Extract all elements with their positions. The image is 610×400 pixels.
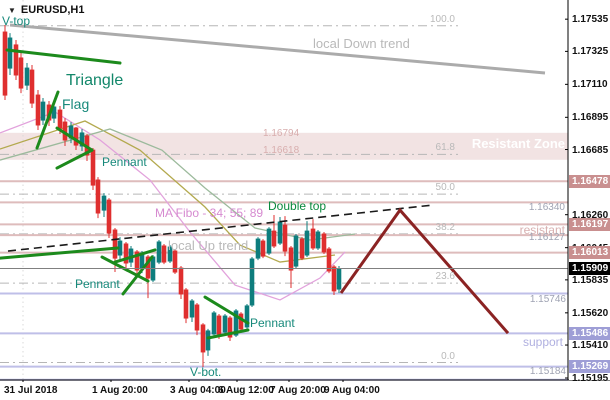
- time-label: 31 Jul 2018: [4, 385, 58, 396]
- candle-body: [24, 67, 30, 86]
- candle-body: [29, 69, 35, 104]
- pattern-line[interactable]: [206, 328, 250, 340]
- candle-body: [282, 224, 288, 252]
- price-label-1.15195: 1.15195: [572, 373, 609, 384]
- candle-body: [315, 231, 321, 249]
- candle-body: [57, 109, 63, 129]
- candle-body: [216, 315, 222, 335]
- candle-body: [2, 31, 8, 96]
- candle-body: [227, 317, 233, 338]
- local-up-trendline[interactable]: [7, 204, 434, 252]
- candle-body: [336, 268, 342, 290]
- pattern-line[interactable]: [5, 48, 122, 65]
- candle-body: [161, 245, 167, 263]
- candle-body: [266, 228, 272, 254]
- price-label-1.16685: 1.16685: [572, 144, 609, 156]
- candle-body: [326, 248, 332, 272]
- ma-line-ma-55: [0, 120, 336, 263]
- price-label-1.16260: 1.16260: [572, 209, 609, 221]
- candle-body: [134, 251, 140, 271]
- candle-body: [189, 300, 195, 318]
- candle-body: [7, 37, 13, 69]
- price-label-1.15269: 1.15269: [569, 360, 610, 374]
- candle-body: [310, 228, 316, 249]
- candle-body: [321, 233, 327, 253]
- local-down-trendline[interactable]: [9, 23, 546, 75]
- pattern-line[interactable]: [0, 246, 120, 260]
- pattern-line[interactable]: [35, 90, 60, 150]
- time-label: 1 Aug 20:00: [92, 385, 148, 396]
- price-label-1.15410: 1.15410: [572, 340, 609, 352]
- pattern-line[interactable]: [100, 255, 150, 283]
- candle-body: [112, 229, 118, 259]
- candle-body: [233, 310, 239, 336]
- pattern-line[interactable]: [113, 248, 157, 264]
- candle-body: [200, 324, 206, 353]
- time-label: 9 Aug 04:00: [324, 385, 380, 396]
- chart-title: ▼ EURUSD,H1: [8, 4, 85, 16]
- price-label-1.15620: 1.15620: [572, 307, 609, 319]
- candle-body: [145, 256, 151, 279]
- candle-body: [222, 315, 228, 333]
- candle-body: [73, 127, 79, 146]
- time-label: 6 Aug 12:00: [218, 385, 274, 396]
- candle-body: [194, 304, 200, 331]
- ma-line-ma-89: [0, 128, 356, 241]
- candle-body: [106, 199, 112, 234]
- symbol-timeframe-label: EURUSD,H1: [20, 4, 85, 16]
- candle-body: [35, 94, 41, 126]
- candle-body: [277, 221, 283, 244]
- pattern-line[interactable]: [203, 295, 250, 325]
- candle-body: [211, 312, 217, 335]
- candle-body: [123, 243, 129, 264]
- candle-body: [18, 57, 24, 89]
- candle-body: [205, 330, 211, 351]
- time-label: 3 Aug 04:00: [170, 385, 226, 396]
- candle-body: [156, 241, 162, 263]
- candle-body: [271, 230, 277, 247]
- candle-body: [260, 240, 266, 257]
- candle-body: [79, 132, 85, 147]
- candle-body: [51, 106, 57, 119]
- candle-body: [288, 247, 294, 271]
- price-label-1.15486: 1.15486: [569, 326, 610, 340]
- price-label-1.16013: 1.16013: [569, 246, 610, 260]
- pattern-line[interactable]: [121, 255, 154, 296]
- pattern-line[interactable]: [55, 126, 94, 152]
- candle-body: [178, 267, 184, 295]
- candle-body: [95, 179, 101, 214]
- candle-body: [244, 305, 250, 328]
- candle-body: [172, 250, 178, 273]
- candle-body: [40, 101, 46, 121]
- candle-body: [101, 195, 107, 211]
- price-label-1.17535: 1.17535: [572, 14, 609, 26]
- candle-body: [255, 238, 261, 259]
- candle-body: [90, 149, 96, 186]
- candle-body: [13, 44, 19, 76]
- price-label-1.15909: 1.15909: [569, 262, 610, 275]
- forecast-zigzag[interactable]: [339, 207, 510, 335]
- price-label-1.15835: 1.15835: [572, 274, 609, 286]
- price-label-1.16197: 1.16197: [569, 217, 610, 231]
- price-label-1.17110: 1.17110: [572, 79, 608, 91]
- pattern-line[interactable]: [55, 148, 94, 170]
- candle-body: [167, 246, 173, 262]
- candle-body: [299, 238, 305, 259]
- candle-body: [304, 230, 310, 256]
- candle-body: [238, 313, 244, 330]
- price-axis[interactable]: 1.17535 1.17325 1.17110 1.16895 1.16685 1.164…: [569, 0, 610, 384]
- candle-body: [293, 235, 299, 267]
- price-label-1.16895: 1.16895: [572, 112, 609, 124]
- time-axis[interactable]: 31 Jul 2018 1 Aug 20:00 3 Aug 04:00 6 Aug 1…: [0, 382, 610, 400]
- candle-body: [183, 289, 189, 319]
- price-label-1.17325: 1.17325: [572, 46, 609, 58]
- price-label-1.16478: 1.16478: [569, 174, 610, 188]
- candle-body: [249, 258, 255, 306]
- time-label: 7 Aug 20:00: [270, 385, 326, 396]
- chevron-down-icon: ▼: [8, 5, 16, 15]
- candle-body: [331, 266, 337, 292]
